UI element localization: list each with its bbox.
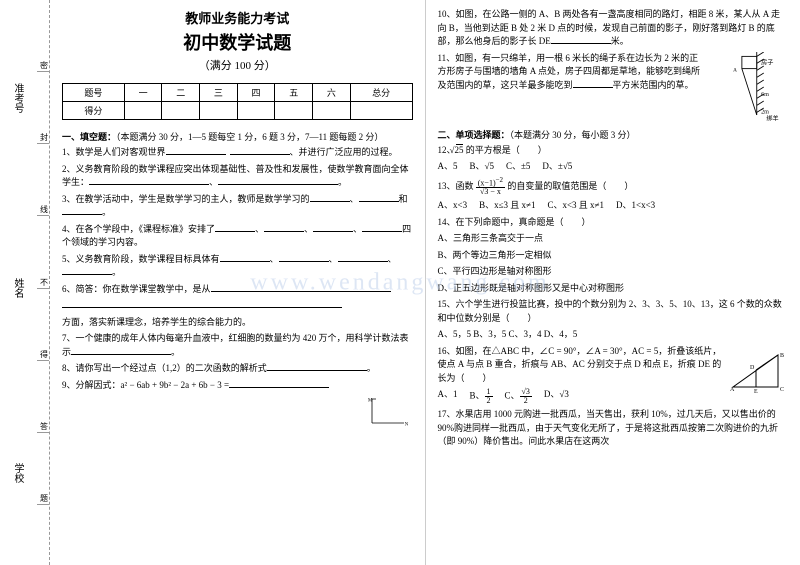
table-row: 得分 [63,102,413,120]
q14: 14、在下列命题中，真命题是（ ） [438,216,789,230]
row-label: 得分 [63,102,125,120]
svg-text:6m: 6m [761,91,769,97]
left-column: 教师业务能力考试 初中数学试题 （满分 100 分） 题号 一 二 三 四 五 … [50,0,426,565]
q7: 方面，落实新课理念，培养学生的综合能力的。 [62,316,413,330]
section-b-head: 二、单项选择题：（本题满分 30 分，每小题 3 分） [438,128,789,141]
diagram-house-rope: A 房子 6m 绑羊 2m [708,52,788,122]
q14b: B、两个等边三角形一定相似 [438,249,789,263]
mark: 密 [37,60,49,72]
q16-options: A、1 B、12 C、√32 D、√3 [438,388,725,405]
right-column: 10、如图，在公路一侧的 A、B 两处各有一盏高度相同的路灯，相距 8 米，某人… [426,0,800,565]
q4: 4、在各个学段中，《课程标准》安排了、、、四个领域的学习内容。 [62,223,413,250]
label-examno: 准考号 [10,83,25,113]
binding-margin: 准考号 姓名 学校 密 封 线 不 得 答 题 [0,0,50,565]
label-name: 姓名 [10,278,25,298]
svg-text:B: B [780,353,784,359]
seal-line-marks: 密 封 线 不 得 答 题 [37,0,49,565]
q10r: 10、如图，在公路一侧的 A、B 两处各有一盏高度相同的路灯，相距 8 米，某人… [438,8,789,49]
q15: 15、六个学生进行投篮比赛，投中的个数分别为 2、3、3、5、10、13，这 6… [438,298,789,325]
q1: 1、数学是人们对客观世界、并进行广泛应用的过程。 [62,146,413,160]
section-a-head: 一、填空题：（本题满分 30 分，1—5 题每空 1 分，6 题 3 分，7—1… [62,130,413,143]
th: 一 [124,84,162,102]
svg-text:C: C [780,387,784,393]
q14d: D、正五边形既是轴对称图形又是中心对称图形 [438,282,789,296]
svg-text:N: N [404,422,408,427]
content-columns: 教师业务能力考试 初中数学试题 （满分 100 分） 题号 一 二 三 四 五 … [50,0,800,565]
mark: 题 [37,493,49,505]
svg-text:2m: 2m [761,109,769,115]
title-block: 教师业务能力考试 初中数学试题 （满分 100 分） [62,8,413,73]
q14c: C、平行四边形是轴对称图形 [438,265,789,279]
mark: 得 [37,349,49,361]
svg-text:M: M [368,398,373,403]
q15opts: A、5，5 B、3，5 C、3，4 D、4，5 [438,328,789,342]
th: 四 [237,84,275,102]
mark: 线 [37,204,49,216]
th: 五 [275,84,313,102]
subject-title: 初中数学试题 [62,29,413,55]
svg-text:E: E [754,389,758,395]
q12: 12、25 的平方根是（ ） [438,144,789,158]
th: 六 [313,84,351,102]
svg-text:A: A [733,67,737,73]
table-row: 题号 一 二 三 四 五 六 总分 [63,84,413,102]
mark: 答 [37,421,49,433]
svg-text:A: A [730,387,735,393]
label-school: 学校 [10,463,25,483]
q10f: 9、分解因式：a² − 6ab + 9b² − 2a + 6b − 3 = [62,379,413,393]
score-table: 题号 一 二 三 四 五 六 总分 得分 [62,83,413,120]
svg-text:D: D [750,365,755,371]
q2: 2、义务教育阶段的数学课程应突出体现基础性、普及性和发展性，使数学教育面向全体学… [62,163,413,190]
th: 二 [162,84,200,102]
q9: 8、请你写出一个经过点（1,2）的二次函数的解析式。 [62,362,413,376]
figure-graph-icon: M N [363,395,413,427]
q6: 6、简答：你在数学课堂教学中，是从 [62,283,413,297]
full-score: （满分 100 分） [62,57,413,73]
th: 总分 [350,84,412,102]
svg-text:绑羊: 绑羊 [766,114,778,122]
q12-options: A、5B、√5C、±5D、±√5 [438,160,789,174]
mark: 封 [37,132,49,144]
svg-text:房子: 房子 [761,58,773,66]
exam-title: 教师业务能力考试 [62,8,413,27]
q17: 17、水果店用 1000 元购进一批西瓜，当天售出，获利 10%，过几天后，又以… [438,408,789,449]
diagram-triangle-fold: A B C D E [728,345,788,395]
exam-page: 准考号 姓名 学校 密 封 线 不 得 答 题 教师业务能力考试 初中数学试题 … [0,0,800,565]
q5: 5、义务教育阶段，数学课程目标具体有、、、。 [62,253,413,280]
th: 三 [200,84,238,102]
mark: 不 [37,277,49,289]
margin-labels: 准考号 姓名 学校 [10,0,25,565]
th: 题号 [63,84,125,102]
q13: 13、函数 (x−1)−2√3 − x 的自变量的取值范围是（ ） [438,177,789,197]
q14a: A、三角形三条高交于一点 [438,232,789,246]
q3: 3、在教学活动中，学生是数学学习的主人，教师是数学学习的、和。 [62,193,413,220]
q13-options: A、x<3B、x≤3 且 x≠1C、x<3 且 x≠1D、1<x<3 [438,199,789,213]
q8: 7、一个健康的成年人体内每毫升血液中，红细胞的数量约为 420 万个，用科学计数… [62,332,413,359]
